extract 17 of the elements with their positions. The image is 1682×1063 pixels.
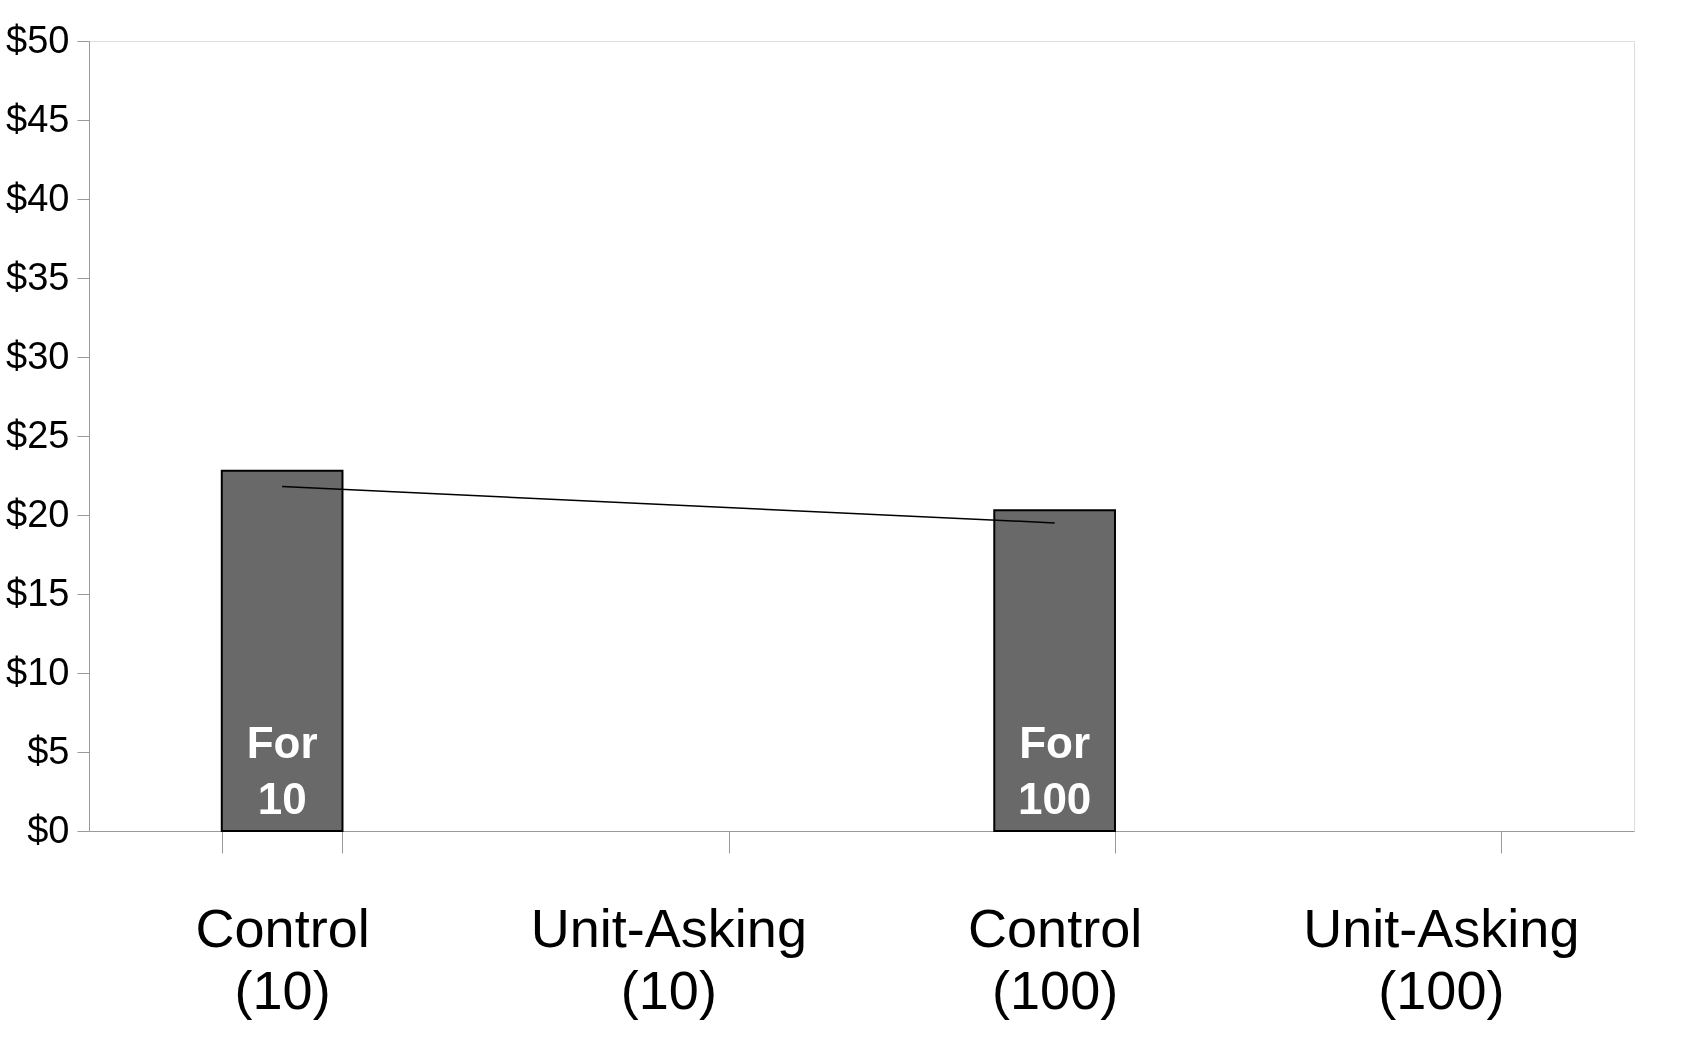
y-tick-label: $30 <box>6 334 70 377</box>
y-tick-label: $15 <box>6 571 70 614</box>
annotation: For 100 <box>1017 718 1092 823</box>
y-tick-label: $25 <box>6 413 70 456</box>
x-tick-label: Control (10) <box>195 897 370 1020</box>
y-tick-label: $50 <box>6 18 70 61</box>
x-tick-label: Unit-Asking (10) <box>530 897 807 1020</box>
y-tick-label: $45 <box>6 97 70 140</box>
y-tick-label: $20 <box>6 492 70 535</box>
x-tick-label: Unit-Asking (100) <box>1303 897 1580 1020</box>
y-tick-label: $10 <box>6 650 70 693</box>
y-tick-label: $5 <box>27 729 70 772</box>
y-tick-label: $40 <box>6 176 70 219</box>
x-tick-label: Control (100) <box>968 897 1143 1020</box>
y-tick-label: $0 <box>27 808 70 851</box>
annotation: For 10 <box>246 718 318 823</box>
y-tick-label: $35 <box>6 255 70 298</box>
